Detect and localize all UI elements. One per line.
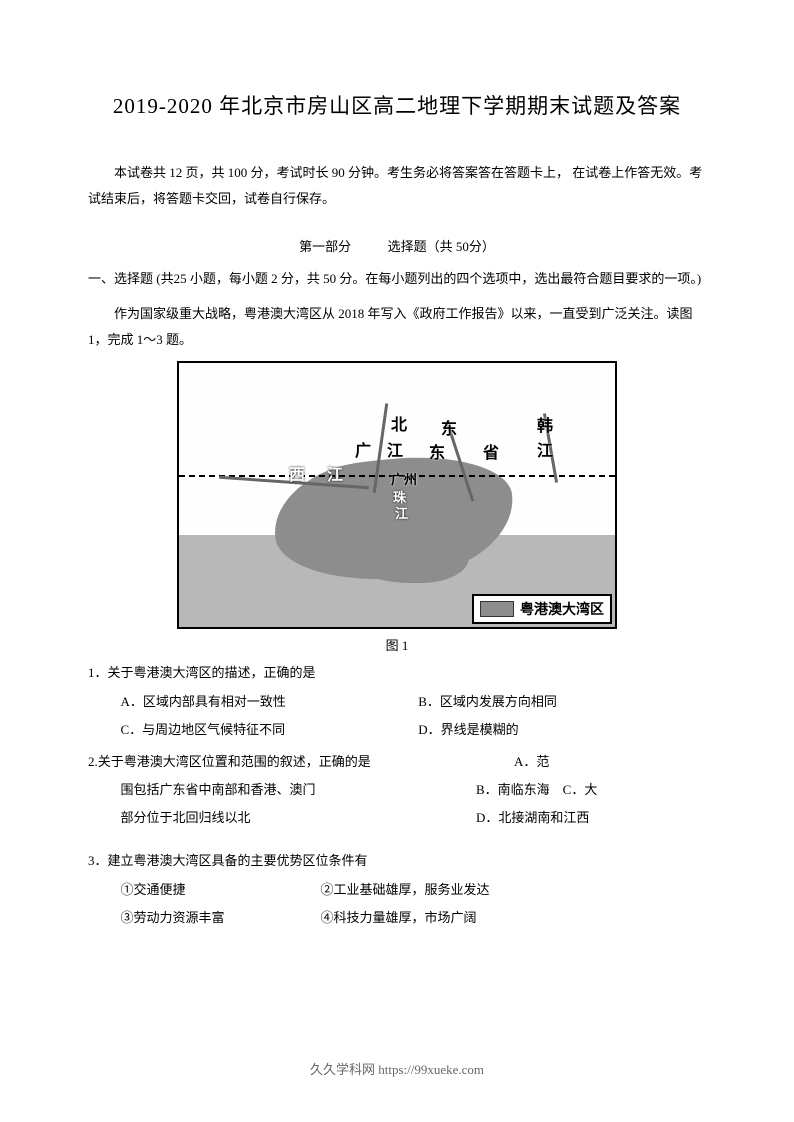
legend-swatch [480, 601, 514, 617]
q3-cond-2: ②工业基础雄厚，服务业发达 [321, 876, 707, 904]
map-label-jiang1: 江 [387, 443, 403, 461]
legend-label: 粤港澳大湾区 [520, 599, 604, 619]
section-subtitle: 选择题（共 50分） [388, 239, 495, 254]
instruction-text: 一、选择题 (共25 小题，每小题 2 分，共 50 分。在每小题列出的四个选项… [88, 267, 706, 291]
instruction-block: 一、选择题 (共25 小题，每小题 2 分，共 50 分。在每小题列出的四个选项… [88, 267, 706, 291]
q1-options: A．区域内部具有相对一致性 B．区域内发展方向相同 C．与周边地区气候特征不同 … [88, 688, 706, 744]
q2-option-a: A．范 [514, 754, 549, 769]
map-label-dong2: 东 [429, 445, 445, 463]
page-title: 2019-2020 年北京市房山区高二地理下学期期末试题及答案 [88, 90, 706, 120]
q2-line3-left: 部分位于北回归线以北 [121, 804, 477, 832]
q2-option-c: C．大 [563, 782, 598, 797]
q2-line2-right: B．南临东海 C．大 [476, 776, 706, 804]
map-label-dong: 东 [441, 421, 457, 439]
q2-stem: 2.关于粤港澳大湾区位置和范围的叙述，正确的是 [88, 754, 371, 769]
map-label-han: 韩 [537, 418, 553, 436]
q1-stem: 1．关于粤港澳大湾区的描述，正确的是 [88, 660, 706, 686]
map-legend: 粤港澳大湾区 [472, 594, 612, 624]
q3-conditions: ①交通便捷 ②工业基础雄厚，服务业发达 ③劳动力资源丰富 ④科技力量雄厚，市场广… [88, 876, 706, 932]
map-label-guang: 广 [355, 443, 371, 461]
q1-option-d: D．界线是模糊的 [418, 716, 706, 744]
q2-line2-left: 围包括广东省中南部和香港、澳门 [121, 776, 477, 804]
map-label-jiang2: 江 [537, 443, 553, 461]
section-part-label: 第一部分 [299, 239, 351, 254]
q3-cond-4: ④科技力量雄厚，市场广阔 [321, 904, 707, 932]
q1-option-c: C．与周边地区气候特征不同 [121, 716, 409, 744]
q2-option-b: B．南临东海 [476, 782, 550, 797]
map-label-bei: 北 [391, 417, 407, 435]
intro-paragraph: 本试卷共 12 页，共 100 分，考试时长 90 分钟。考生务必将答案答在答题… [88, 160, 706, 212]
map-label-guangzhou: 广州 [391, 471, 417, 489]
spacer [88, 832, 706, 848]
passage-text: 作为国家级重大战略，粤港澳大湾区从 2018 年写入《政府工作报告》以来，一直受… [88, 301, 706, 353]
q3-stem: 3．建立粤港澳大湾区具备的主要优势区位条件有 [88, 848, 706, 874]
q3-cond-1: ①交通便捷 [121, 876, 321, 904]
q2-option-d: D．北接湖南和江西 [476, 804, 706, 832]
figure-container: 北 东 韩 广 江 东 省 江 西 江 广州 珠 江 粤港澳大湾区 图 1 [177, 361, 617, 654]
figure-caption: 图 1 [177, 635, 617, 654]
map-label-sheng: 省 [483, 445, 499, 463]
map-label-jiang3: 江 [327, 467, 343, 485]
map-label-xi: 西 [289, 467, 305, 485]
footer-text: 久久学科网 https://99xueke.com [0, 1059, 794, 1078]
map-figure: 北 东 韩 广 江 东 省 江 西 江 广州 珠 江 粤港澳大湾区 [177, 361, 617, 629]
section-header: 第一部分 选择题（共 50分） [88, 236, 706, 255]
q1-option-a: A．区域内部具有相对一致性 [121, 688, 409, 716]
q3-cond-3: ③劳动力资源丰富 [121, 904, 321, 932]
q1-option-b: B．区域内发展方向相同 [418, 688, 706, 716]
q2-block: 2.关于粤港澳大湾区位置和范围的叙述，正确的是 A．范 围包括广东省中南部和香港… [88, 748, 706, 832]
map-label-jiang4: 江 [395, 505, 408, 523]
